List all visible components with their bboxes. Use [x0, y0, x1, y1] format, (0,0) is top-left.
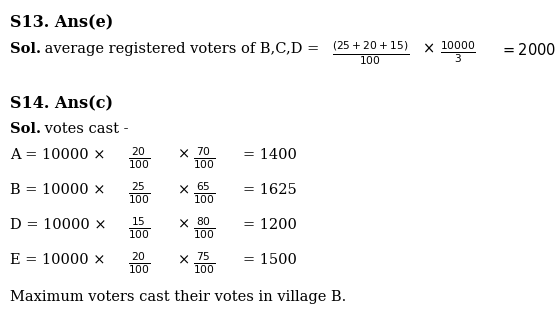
- Text: Sol.: Sol.: [10, 42, 41, 56]
- Text: E = 10000 ×: E = 10000 ×: [10, 253, 105, 267]
- Text: $\frac{(25+20+15)}{100}$: $\frac{(25+20+15)}{100}$: [332, 39, 409, 67]
- Text: Maximum voters cast their votes in village B.: Maximum voters cast their votes in villa…: [10, 290, 346, 304]
- Text: S13. Ans(e): S13. Ans(e): [10, 14, 113, 31]
- Text: votes cast -: votes cast -: [40, 122, 129, 136]
- Text: = 1625: = 1625: [243, 183, 297, 197]
- Text: $\frac{65}{100}$: $\frac{65}{100}$: [193, 180, 215, 205]
- Text: $\frac{20}{100}$: $\frac{20}{100}$: [128, 250, 150, 276]
- Text: $\frac{70}{100}$: $\frac{70}{100}$: [193, 145, 215, 171]
- Text: Sol.: Sol.: [10, 122, 41, 136]
- Text: $\frac{20}{100}$: $\frac{20}{100}$: [128, 145, 150, 171]
- Text: $\frac{15}{100}$: $\frac{15}{100}$: [128, 215, 150, 241]
- Text: D = 10000 ×: D = 10000 ×: [10, 218, 107, 232]
- Text: = 1500: = 1500: [243, 253, 297, 267]
- Text: ×: ×: [178, 148, 190, 162]
- Text: $\frac{10000}{3}$: $\frac{10000}{3}$: [440, 39, 476, 64]
- Text: = 1400: = 1400: [243, 148, 297, 162]
- Text: $\frac{25}{100}$: $\frac{25}{100}$: [128, 180, 150, 205]
- Text: average registered voters of B,C,D =: average registered voters of B,C,D =: [40, 42, 324, 56]
- Text: ×: ×: [178, 218, 190, 232]
- Text: $= 2000$: $= 2000$: [500, 42, 555, 58]
- Text: ×: ×: [178, 183, 190, 197]
- Text: B = 10000 ×: B = 10000 ×: [10, 183, 105, 197]
- Text: $\frac{80}{100}$: $\frac{80}{100}$: [193, 215, 215, 241]
- Text: $\frac{75}{100}$: $\frac{75}{100}$: [193, 250, 215, 276]
- Text: A = 10000 ×: A = 10000 ×: [10, 148, 105, 162]
- Text: S14. Ans(c): S14. Ans(c): [10, 95, 113, 112]
- Text: = 1200: = 1200: [243, 218, 297, 232]
- Text: ×: ×: [178, 253, 190, 267]
- Text: $\times$: $\times$: [422, 42, 434, 56]
